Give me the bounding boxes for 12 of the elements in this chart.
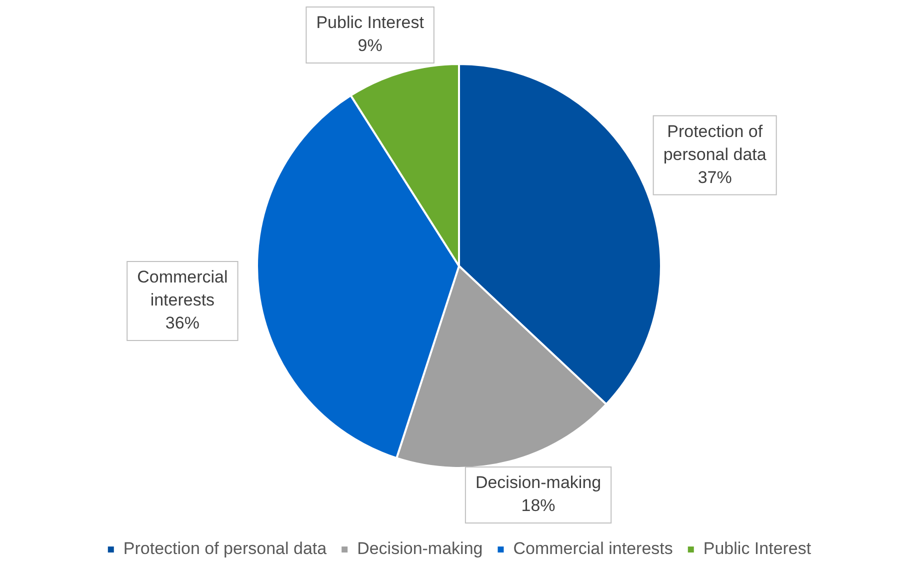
data-label: 36% bbox=[165, 314, 200, 333]
legend-label: Public Interest bbox=[703, 539, 812, 558]
slice-label: Protection of personal data bbox=[663, 122, 767, 164]
data-label: 9% bbox=[358, 36, 382, 56]
legend-label: Protection of personal data bbox=[123, 539, 328, 558]
data-label: 18% bbox=[521, 496, 556, 516]
legend-label: Commercial interests bbox=[513, 539, 673, 558]
slice-label: Commercial interests bbox=[137, 268, 228, 310]
slice-label: Public Interest bbox=[316, 13, 424, 32]
legend-label: Decision-making bbox=[357, 539, 483, 558]
slice-label: Decision-making bbox=[475, 473, 602, 492]
data-label: 37% bbox=[698, 168, 732, 187]
